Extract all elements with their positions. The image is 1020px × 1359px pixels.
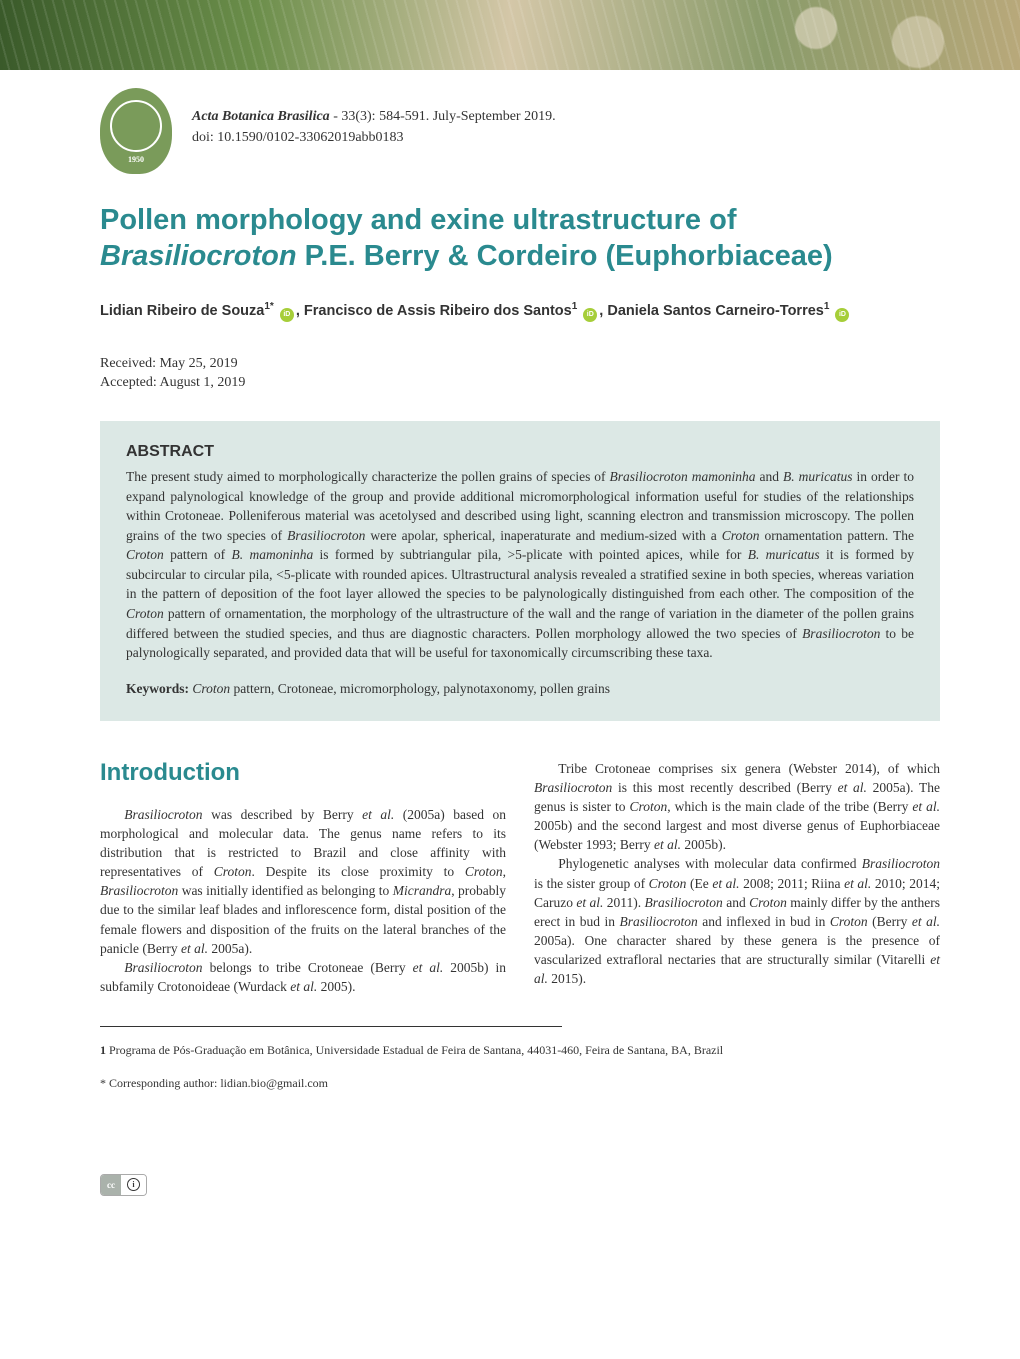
journal-logo: 1950 [100,88,172,174]
body-two-column: Introduction Brasiliocroton was describe… [100,759,940,997]
journal-citation: - 33(3): 584-591. July-September 2019. [330,109,556,124]
article-title: Pollen morphology and exine ultrastructu… [100,202,940,275]
keywords-text: Croton pattern, Crotoneae, micromorpholo… [189,681,610,696]
article-dates: Received: May 25, 2019 Accepted: August … [100,354,940,393]
logo-year: 1950 [128,155,144,164]
keywords-label: Keywords: [126,681,189,696]
footnotes-rule [100,1026,562,1027]
footnotes: 1 Programa de Pós-Graduação em Botânica,… [100,1041,940,1093]
author-list: Lidian Ribeiro de Souza1* , Francisco de… [100,301,940,322]
intro-col1: Brasiliocroton was described by Berry et… [100,805,506,997]
abstract-heading: ABSTRACT [126,443,914,461]
intro-col2-p1: Tribe Crotoneae comprises six genera (We… [534,759,940,855]
journal-doi: doi: 10.1590/0102-33062019abb0183 [192,127,556,148]
date-accepted: Accepted: August 1, 2019 [100,373,940,393]
author-3-aff: 1 [824,301,830,312]
cc-by-icon: i [121,1175,146,1195]
author-2-name: Francisco de Assis Ribeiro dos Santos [304,302,572,318]
cc-license-badge[interactable]: cc i [100,1174,147,1196]
journal-citation-line: Acta Botanica Brasilica - 33(3): 584-591… [192,106,556,127]
orcid-icon[interactable] [835,308,849,322]
column-left: Introduction Brasiliocroton was describe… [100,759,506,997]
journal-name: Acta Botanica Brasilica [192,109,330,124]
author-1-aff: 1* [264,301,273,312]
title-post: P.E. Berry & Cordeiro (Euphorbiaceae) [297,240,833,272]
section-heading-introduction: Introduction [100,759,506,787]
author-sep: , [296,302,304,318]
hero-banner [0,0,1020,70]
abstract-text: The present study aimed to morphological… [126,467,914,663]
abstract-box: ABSTRACT The present study aimed to morp… [100,421,940,721]
intro-col2-p2: Phylogenetic analyses with molecular dat… [534,854,940,988]
journal-header: 1950 Acta Botanica Brasilica - 33(3): 58… [100,88,940,174]
affiliation-1: 1 Programa de Pós-Graduação em Botânica,… [100,1041,940,1060]
orcid-icon[interactable] [583,308,597,322]
title-genus: Brasiliocroton [100,240,297,272]
orcid-icon[interactable] [280,308,294,322]
article-content: 1950 Acta Botanica Brasilica - 33(3): 58… [0,88,1020,1134]
author-1-name: Lidian Ribeiro de Souza [100,302,264,318]
title-pre: Pollen morphology and exine ultrastructu… [100,204,736,236]
page-footer: cc i [0,1174,1020,1196]
intro-col1-p2: Brasiliocroton belongs to tribe Crotonea… [100,958,506,996]
intro-col2: Tribe Crotoneae comprises six genera (We… [534,759,940,989]
keywords: Keywords: Croton pattern, Crotoneae, mic… [126,681,914,697]
affil-text: Programa de Pós-Graduação em Botânica, U… [106,1043,723,1057]
column-right: Tribe Crotoneae comprises six genera (We… [534,759,940,997]
author-3-name: Daniela Santos Carneiro-Torres [607,302,824,318]
journal-meta: Acta Botanica Brasilica - 33(3): 584-591… [192,88,556,148]
author-2-aff: 1 [572,301,578,312]
date-received: Received: May 25, 2019 [100,354,940,374]
corresponding-author: * Corresponding author: lidian.bio@gmail… [100,1074,940,1093]
cc-icon: cc [101,1175,121,1195]
intro-col1-p1: Brasiliocroton was described by Berry et… [100,805,506,958]
